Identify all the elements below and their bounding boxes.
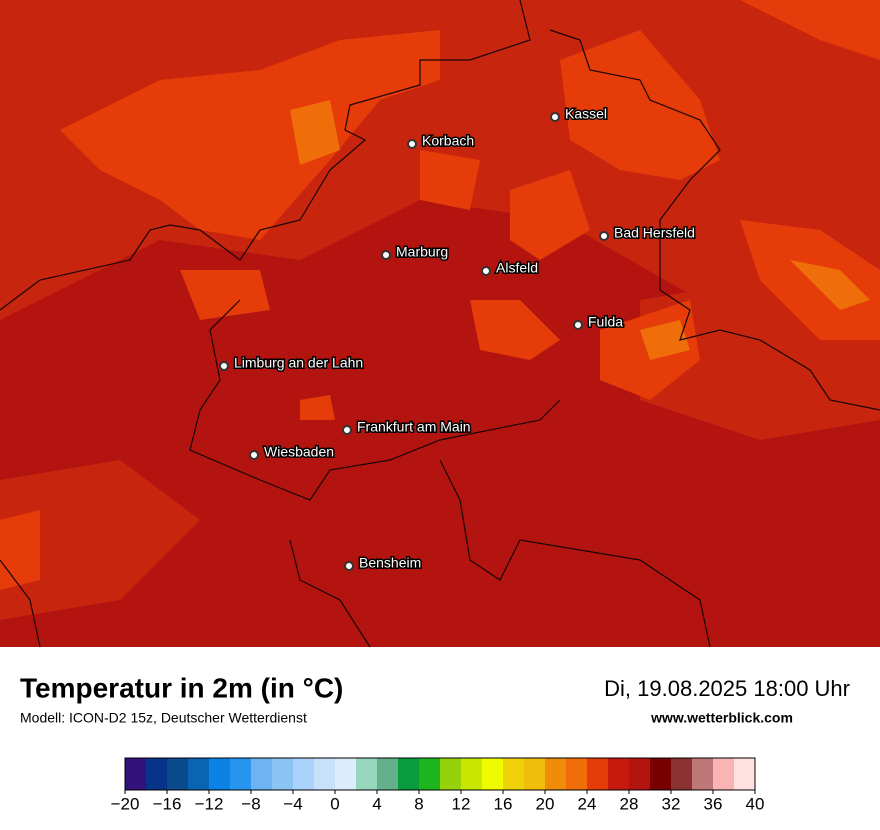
city-label: Wiesbaden <box>264 444 334 460</box>
colorbar-bin <box>629 758 651 790</box>
colorbar-bin <box>503 758 525 790</box>
city-label: Limburg an der Lahn <box>234 355 363 371</box>
colorbar-tick-label: 24 <box>578 794 597 813</box>
colorbar-bin <box>482 758 504 790</box>
cities: Kassel Korbach Bad Hersfeld Marburg Alsfeld F… <box>219 104 696 572</box>
city-marker <box>344 561 354 571</box>
city-label: Frankfurt am Main <box>357 419 471 435</box>
colorbar-tick-label: 4 <box>372 794 381 813</box>
map: Kassel Korbach Bad Hersfeld Marburg Alsfeld F… <box>0 0 880 648</box>
colorbar-tick-label: −20 <box>111 794 140 813</box>
colorbar-tick-label: 8 <box>414 794 423 813</box>
colorbar-bin <box>293 758 315 790</box>
city-label: Bensheim <box>359 555 421 571</box>
city-marker <box>550 112 560 122</box>
hot-areas <box>0 0 880 590</box>
borders <box>0 0 880 648</box>
colorbar-tick-label: −16 <box>153 794 182 813</box>
city-label: Korbach <box>422 133 474 149</box>
colorbar-bin <box>314 758 336 790</box>
city-label: Alsfeld <box>496 260 538 276</box>
title: Temperatur in 2m (in °C) <box>20 672 343 703</box>
colorbar-tick-label: 20 <box>536 794 555 813</box>
model: Modell: ICON-D2 15z, Deutscher Wetterdie… <box>20 710 307 726</box>
colorbar-tick-label: 32 <box>662 794 681 813</box>
colorbar-bin <box>419 758 441 790</box>
city-marker <box>249 450 259 460</box>
colorbar-bin <box>251 758 273 790</box>
colorbar-bin <box>272 758 294 790</box>
colorbar-tick-label: −12 <box>195 794 224 813</box>
colorbar-bin <box>188 758 210 790</box>
colorbar-bin <box>356 758 378 790</box>
colorbar-bin <box>692 758 714 790</box>
colorbar-bin <box>671 758 693 790</box>
city-marker <box>481 266 491 276</box>
city-marker <box>381 250 391 260</box>
colorbar-bin <box>125 758 147 790</box>
colorbar-tick-label: 28 <box>620 794 639 813</box>
colorbar-bin <box>335 758 357 790</box>
city-marker <box>407 139 417 149</box>
colorbar-tick-label: −8 <box>241 794 260 813</box>
colorbar-bin <box>146 758 168 790</box>
city-label: Marburg <box>396 244 448 260</box>
colorbar-tick-label: 36 <box>704 794 723 813</box>
colorbar-bin <box>650 758 672 790</box>
colorbar-bin <box>524 758 546 790</box>
colorbar-bin <box>440 758 462 790</box>
colorbar-tick-label: 12 <box>452 794 471 813</box>
colorbar-bin <box>734 758 756 790</box>
city-marker <box>342 425 352 435</box>
colorbar-bin <box>398 758 420 790</box>
website: www.wetterblick.com <box>650 710 793 726</box>
city-marker <box>573 320 583 330</box>
colorbar-bin <box>713 758 735 790</box>
colorbar-tick-label: −4 <box>283 794 302 813</box>
colorbar-bin <box>167 758 189 790</box>
colorbar-tick-label: 40 <box>746 794 765 813</box>
colorbar-bin <box>230 758 252 790</box>
colorbar-bin <box>545 758 567 790</box>
colorbar-tick-label: 0 <box>330 794 339 813</box>
colorbar-frame <box>124 757 756 791</box>
colorbar-bin <box>209 758 231 790</box>
colorbar-tick-label: 16 <box>494 794 513 813</box>
hottest-areas <box>290 100 870 360</box>
colorbar-bin <box>461 758 483 790</box>
colorbar-bin <box>587 758 609 790</box>
city-label: Kassel <box>565 106 607 122</box>
city-marker <box>599 231 609 241</box>
colorbar-bin <box>377 758 399 790</box>
city-marker <box>219 361 229 371</box>
datetime: Di, 19.08.2025 18:00 Uhr <box>604 676 850 701</box>
colorbar-bin <box>608 758 630 790</box>
city-label: Bad Hersfeld <box>614 225 695 241</box>
city-label: Fulda <box>588 314 623 330</box>
colorbar: −20 −16 −12 −8 −4 0 4 8 12 16 20 24 28 32 36 40 <box>111 757 765 813</box>
colorbar-bin <box>566 758 588 790</box>
